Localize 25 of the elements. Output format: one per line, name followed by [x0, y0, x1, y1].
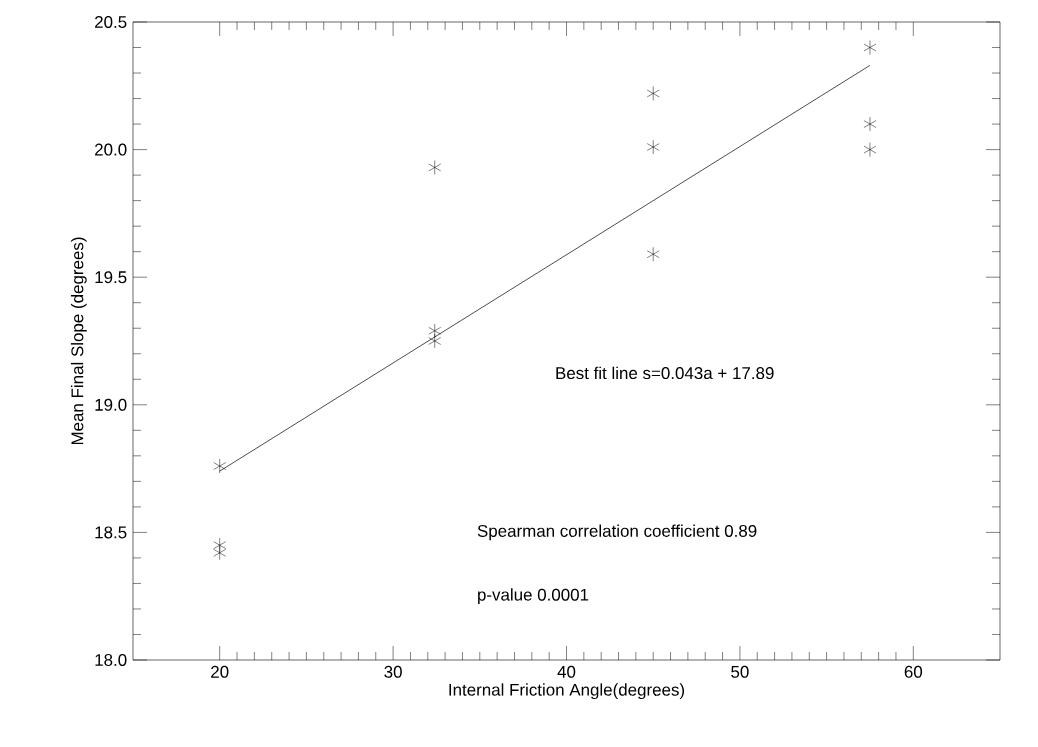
y-tick-label: 20.0	[95, 143, 127, 156]
x-tick-label: 20	[211, 665, 229, 678]
y-tick-label: 18.0	[95, 654, 127, 666]
y-tick-label: 19.5	[95, 271, 127, 284]
point	[428, 160, 442, 175]
point	[863, 116, 877, 132]
point	[428, 333, 442, 349]
annotation: Spearman correlation coefficient 0.89	[477, 524, 757, 541]
point	[863, 142, 877, 157]
point	[213, 545, 226, 561]
x-tick-label: 40	[557, 665, 576, 678]
point	[646, 139, 660, 155]
point	[646, 86, 660, 101]
x-tick-label: 30	[384, 665, 402, 678]
y-axis-title: Mean Final Slope (degrees)	[70, 237, 87, 445]
y-tick-label: 19.0	[95, 398, 127, 411]
point	[863, 40, 877, 55]
point	[646, 247, 660, 262]
x-axis-title: Internal Friction Angle(degrees)	[449, 683, 685, 700]
x-tick-label: 50	[731, 665, 749, 678]
y-tick-label: 18.5	[95, 526, 127, 539]
x-tick-label: 60	[904, 665, 923, 678]
annotation: Best fit line s=0.043a + 17.89	[556, 366, 774, 380]
annotation: p-value 0.0001	[478, 588, 589, 605]
y-tick-label: 20.5	[95, 15, 127, 28]
